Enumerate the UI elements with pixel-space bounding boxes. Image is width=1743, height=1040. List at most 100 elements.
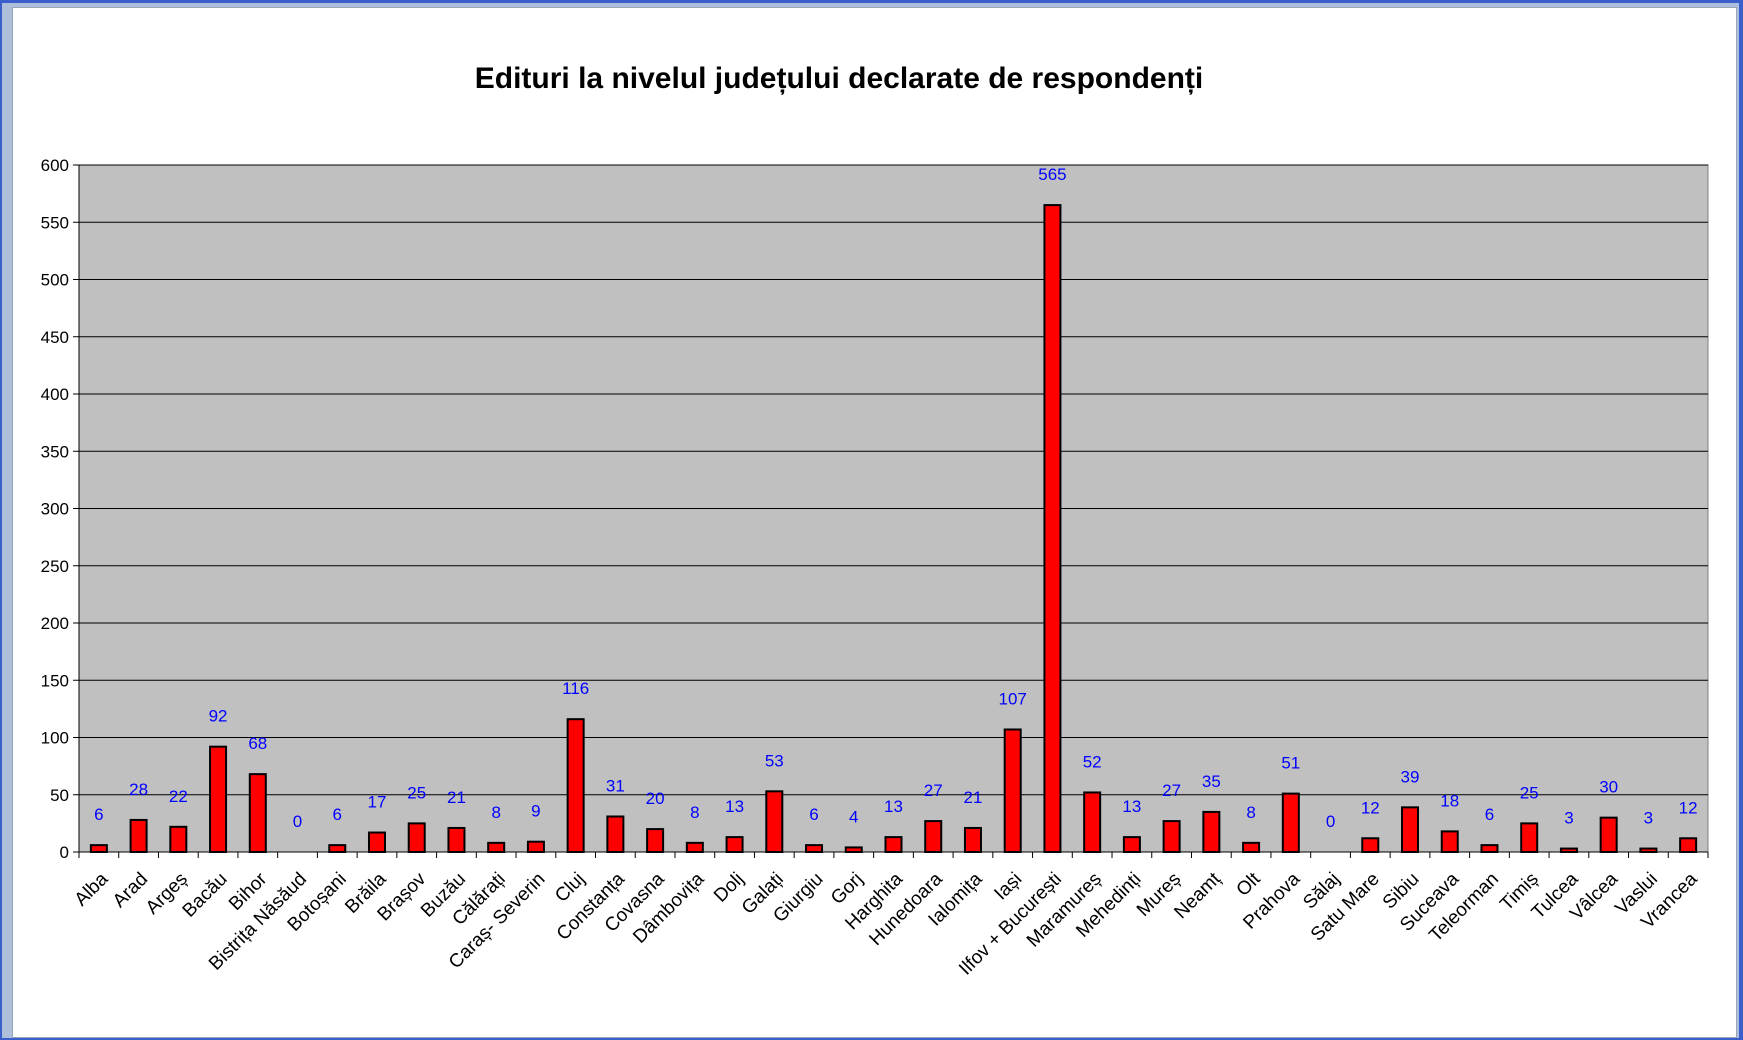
bar: [646, 828, 665, 853]
data-label: 8: [1246, 803, 1255, 822]
data-label: 6: [809, 805, 818, 824]
y-tick-label: 150: [41, 671, 69, 690]
data-label: 8: [491, 803, 500, 822]
bar: [407, 822, 426, 853]
bar: [765, 790, 784, 854]
bar: [1043, 204, 1062, 853]
chart-title: Edituri la nivelul județului declarate d…: [475, 62, 1203, 95]
bar: [884, 836, 903, 853]
data-label: 13: [1122, 797, 1141, 816]
data-label: 9: [531, 802, 540, 821]
bar: [209, 745, 228, 853]
data-label: 17: [368, 793, 387, 812]
bar: [1122, 836, 1141, 853]
data-label: 4: [849, 807, 858, 826]
data-label: 3: [1644, 809, 1653, 828]
bar: [1281, 792, 1300, 853]
data-label: 25: [407, 783, 426, 802]
bar: [487, 841, 506, 854]
bar: [526, 840, 545, 854]
y-tick-label: 500: [41, 271, 69, 290]
data-label: 12: [1361, 798, 1380, 817]
bar: [685, 841, 704, 854]
bar: [924, 820, 943, 854]
y-tick-label: 0: [60, 843, 69, 862]
bar: [169, 825, 188, 853]
data-label: 12: [1679, 798, 1698, 817]
y-tick-label: 450: [41, 328, 69, 347]
y-tick-label: 250: [41, 557, 69, 576]
data-label: 22: [169, 787, 188, 806]
data-label: 8: [690, 803, 699, 822]
bar: [844, 846, 863, 853]
bar: [1242, 841, 1261, 854]
bar: [1003, 728, 1022, 853]
data-label: 13: [725, 797, 744, 816]
data-label: 25: [1520, 783, 1539, 802]
bar: [1361, 837, 1380, 854]
data-label: 31: [606, 777, 625, 796]
y-tick-label: 300: [41, 500, 69, 519]
data-label: 565: [1038, 165, 1066, 184]
bars: [89, 204, 1698, 854]
bar: [248, 773, 267, 854]
y-tick-label: 600: [41, 156, 69, 175]
data-label: 20: [646, 789, 665, 808]
x-tick-label: Neamț: [1170, 868, 1225, 923]
data-label: 28: [129, 780, 148, 799]
bar: [1559, 847, 1578, 854]
data-label: 35: [1202, 772, 1221, 791]
data-label: 30: [1599, 778, 1618, 797]
bar: [1440, 830, 1459, 854]
data-label: 116: [562, 679, 589, 698]
data-label: 13: [884, 797, 903, 816]
bar: [1520, 822, 1539, 853]
bar: [805, 844, 824, 854]
bar: [1083, 791, 1102, 854]
bar: [1679, 837, 1698, 854]
bar: [1202, 810, 1221, 853]
bar: [367, 831, 386, 853]
data-label: 21: [447, 788, 466, 807]
window-frame: Edituri la nivelul județului declarate d…: [2, 3, 1739, 1038]
bar: [566, 718, 585, 853]
y-axis: 0 50 100 150 200 250 300 350 400 450 500 550 600: [41, 156, 80, 862]
y-tick-label: 400: [41, 385, 69, 404]
bar: [606, 815, 625, 854]
x-tick-label: Olt: [1233, 868, 1266, 901]
data-label: 39: [1401, 767, 1420, 786]
bar: [1401, 806, 1420, 853]
bar: [328, 844, 347, 854]
data-label: 18: [1440, 791, 1459, 810]
y-tick-label: 200: [41, 614, 69, 633]
data-label: 0: [1326, 812, 1335, 831]
bar: [89, 844, 108, 854]
data-label: 27: [1162, 781, 1181, 800]
data-label: 6: [333, 805, 342, 824]
data-label: 6: [94, 805, 103, 824]
bar: [963, 826, 982, 854]
data-label: 51: [1281, 754, 1300, 773]
data-label: 68: [248, 734, 267, 753]
bar: [1599, 816, 1618, 854]
data-label: 107: [999, 689, 1027, 708]
y-tick-label: 50: [50, 786, 69, 805]
bar: [725, 836, 744, 853]
data-label: 21: [964, 788, 983, 807]
bar: [129, 818, 148, 854]
data-label: 92: [209, 707, 228, 726]
data-label: 53: [765, 751, 784, 770]
y-tick-label: 350: [41, 442, 69, 461]
bar: [1639, 847, 1658, 854]
data-label: 27: [924, 781, 943, 800]
bar-chart: Edituri la nivelul județului declarate d…: [41, 62, 1709, 979]
data-label: 3: [1564, 809, 1573, 828]
bar: [447, 826, 466, 854]
bar: [1162, 820, 1181, 854]
data-label: 0: [293, 812, 302, 831]
x-tick-label: Bacău: [179, 869, 232, 922]
chart-area: Edituri la nivelul județului declarate d…: [12, 7, 1737, 1038]
data-label: 52: [1083, 752, 1102, 771]
